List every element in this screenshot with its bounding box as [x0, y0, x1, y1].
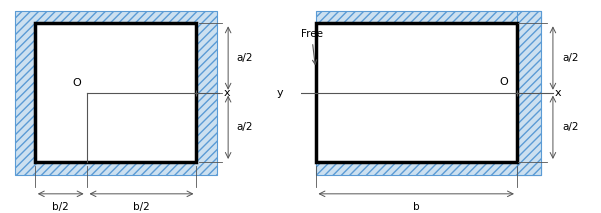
Text: O: O: [499, 77, 508, 87]
Text: x: x: [224, 88, 230, 98]
Text: b/2: b/2: [133, 202, 150, 212]
Text: b/2: b/2: [52, 202, 69, 212]
Bar: [14, 11, 216, 175]
Bar: [517, 11, 541, 175]
Bar: [316, 162, 541, 175]
Text: b: b: [413, 202, 419, 212]
Text: x: x: [555, 88, 561, 98]
Bar: [35, 23, 197, 162]
Bar: [14, 11, 216, 175]
Bar: [316, 11, 541, 23]
Bar: [316, 162, 541, 175]
Text: Free: Free: [300, 29, 323, 64]
Text: a/2: a/2: [562, 122, 578, 132]
Bar: [517, 11, 541, 175]
Bar: [316, 23, 517, 162]
Text: y: y: [276, 88, 283, 98]
Text: O: O: [72, 78, 81, 88]
Bar: [316, 11, 541, 23]
Text: a/2: a/2: [237, 53, 253, 63]
Text: a/2: a/2: [562, 53, 578, 63]
Text: a/2: a/2: [237, 122, 253, 132]
